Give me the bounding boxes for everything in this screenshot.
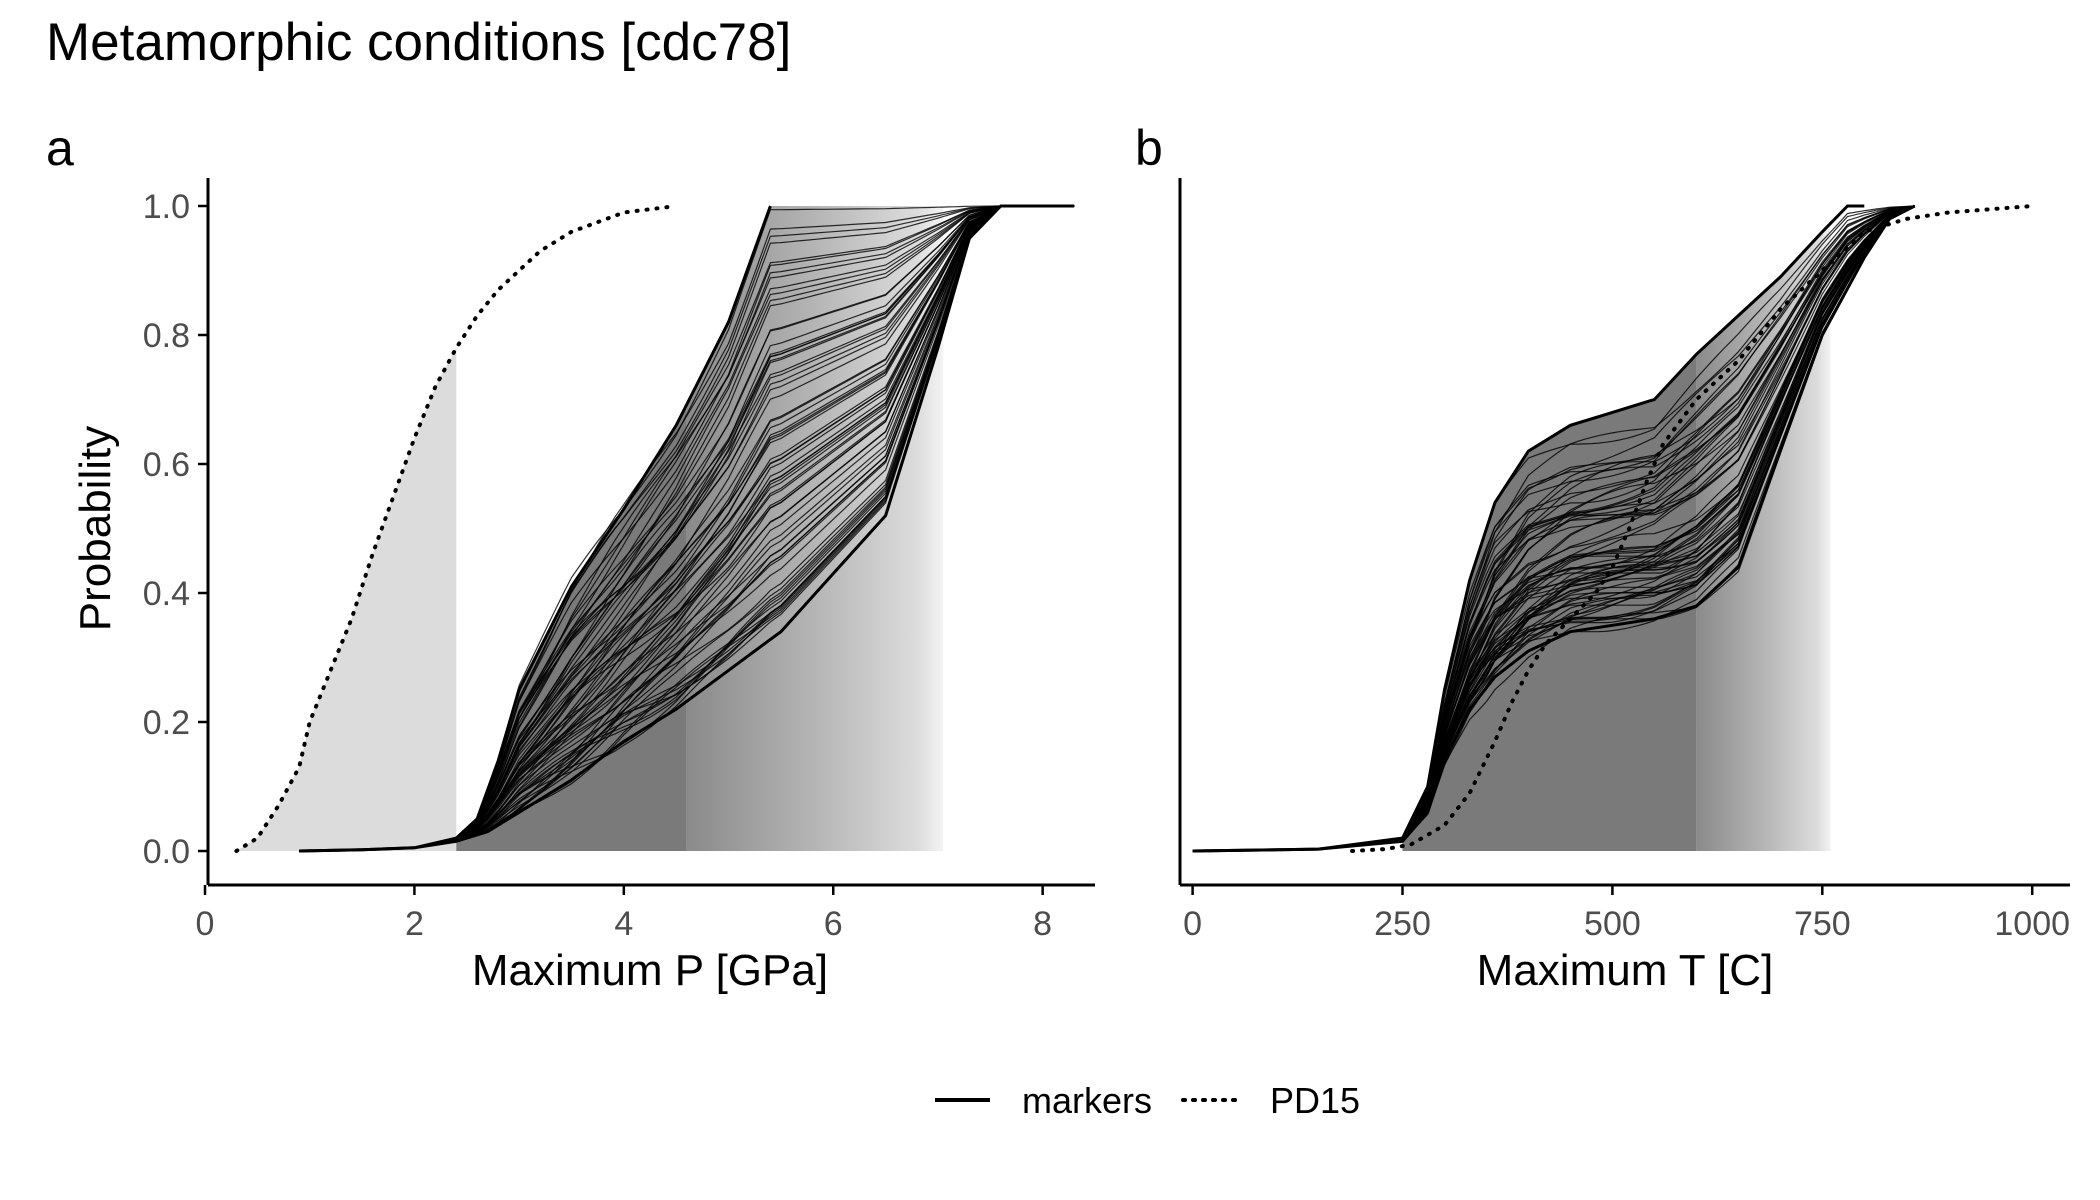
markers-envelope-2	[1192, 204, 1916, 853]
legend-label-pd15: PD15	[1270, 1080, 1360, 1121]
pd15-line	[1350, 204, 2035, 853]
y-tick-label: 0.6	[143, 446, 190, 484]
y-tick-label: 0.2	[143, 704, 190, 742]
x-tick-label: 8	[1033, 905, 1052, 943]
marker-curve	[1192, 205, 1915, 852]
x-tick-label: 1000	[1994, 905, 2070, 943]
x-axis-label: Maximum P [GPa]	[472, 946, 828, 995]
x-tick-label: 500	[1584, 905, 1641, 943]
marker-curve	[1192, 205, 1915, 852]
x-axis-label: Maximum T [C]	[1477, 946, 1774, 995]
x-tick-label: 250	[1374, 905, 1431, 943]
legend: markers PD15	[935, 1080, 1360, 1121]
y-axis-label: Probability	[71, 426, 120, 631]
legend-label-markers: markers	[1022, 1080, 1152, 1121]
y-tick-label: 1.0	[143, 188, 190, 226]
x-tick-label: 750	[1794, 905, 1851, 943]
panel-a: 0 2 4 6 8 0.0 0.2 0.4 0.6 0.8 1.0 Maximum P [GPa] Pr…	[71, 178, 1095, 995]
x-tick-label: 6	[824, 905, 843, 943]
shade-region-1	[236, 347, 457, 851]
markers-envelope-2	[299, 204, 1075, 853]
figure-title: Metamorphic conditions [cdc78]	[46, 13, 792, 72]
marker-curve	[299, 205, 1075, 852]
x-tick-label: 2	[405, 905, 424, 943]
panel-b: 0 250 500 750 1000 Maximum T [C]	[1178, 178, 2070, 995]
panel-a-tag: a	[46, 120, 74, 176]
marker-curve	[299, 205, 1075, 852]
marker-curve	[1192, 205, 1915, 852]
y-tick-label: 0.8	[143, 317, 190, 355]
y-tick-label: 0.4	[143, 575, 190, 613]
x-tick-label: 0	[196, 905, 215, 943]
shade-region-3	[686, 206, 944, 851]
y-tick-label: 0.0	[143, 833, 190, 871]
marker-curve	[1192, 205, 1915, 852]
x-tick-label: 0	[1183, 905, 1202, 943]
panel-b-tag: b	[1135, 120, 1163, 176]
marker-curve	[1192, 205, 1915, 852]
markers-envelope-1	[1192, 204, 1865, 853]
x-tick-label: 4	[614, 905, 633, 943]
